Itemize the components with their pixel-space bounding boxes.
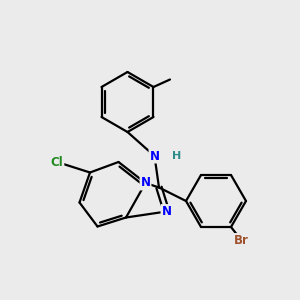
Text: Br: Br [234,234,249,247]
Text: H: H [172,151,182,161]
Text: Cl: Cl [51,155,63,169]
Text: N: N [149,149,160,163]
Text: N: N [161,205,172,218]
Text: N: N [140,176,151,190]
